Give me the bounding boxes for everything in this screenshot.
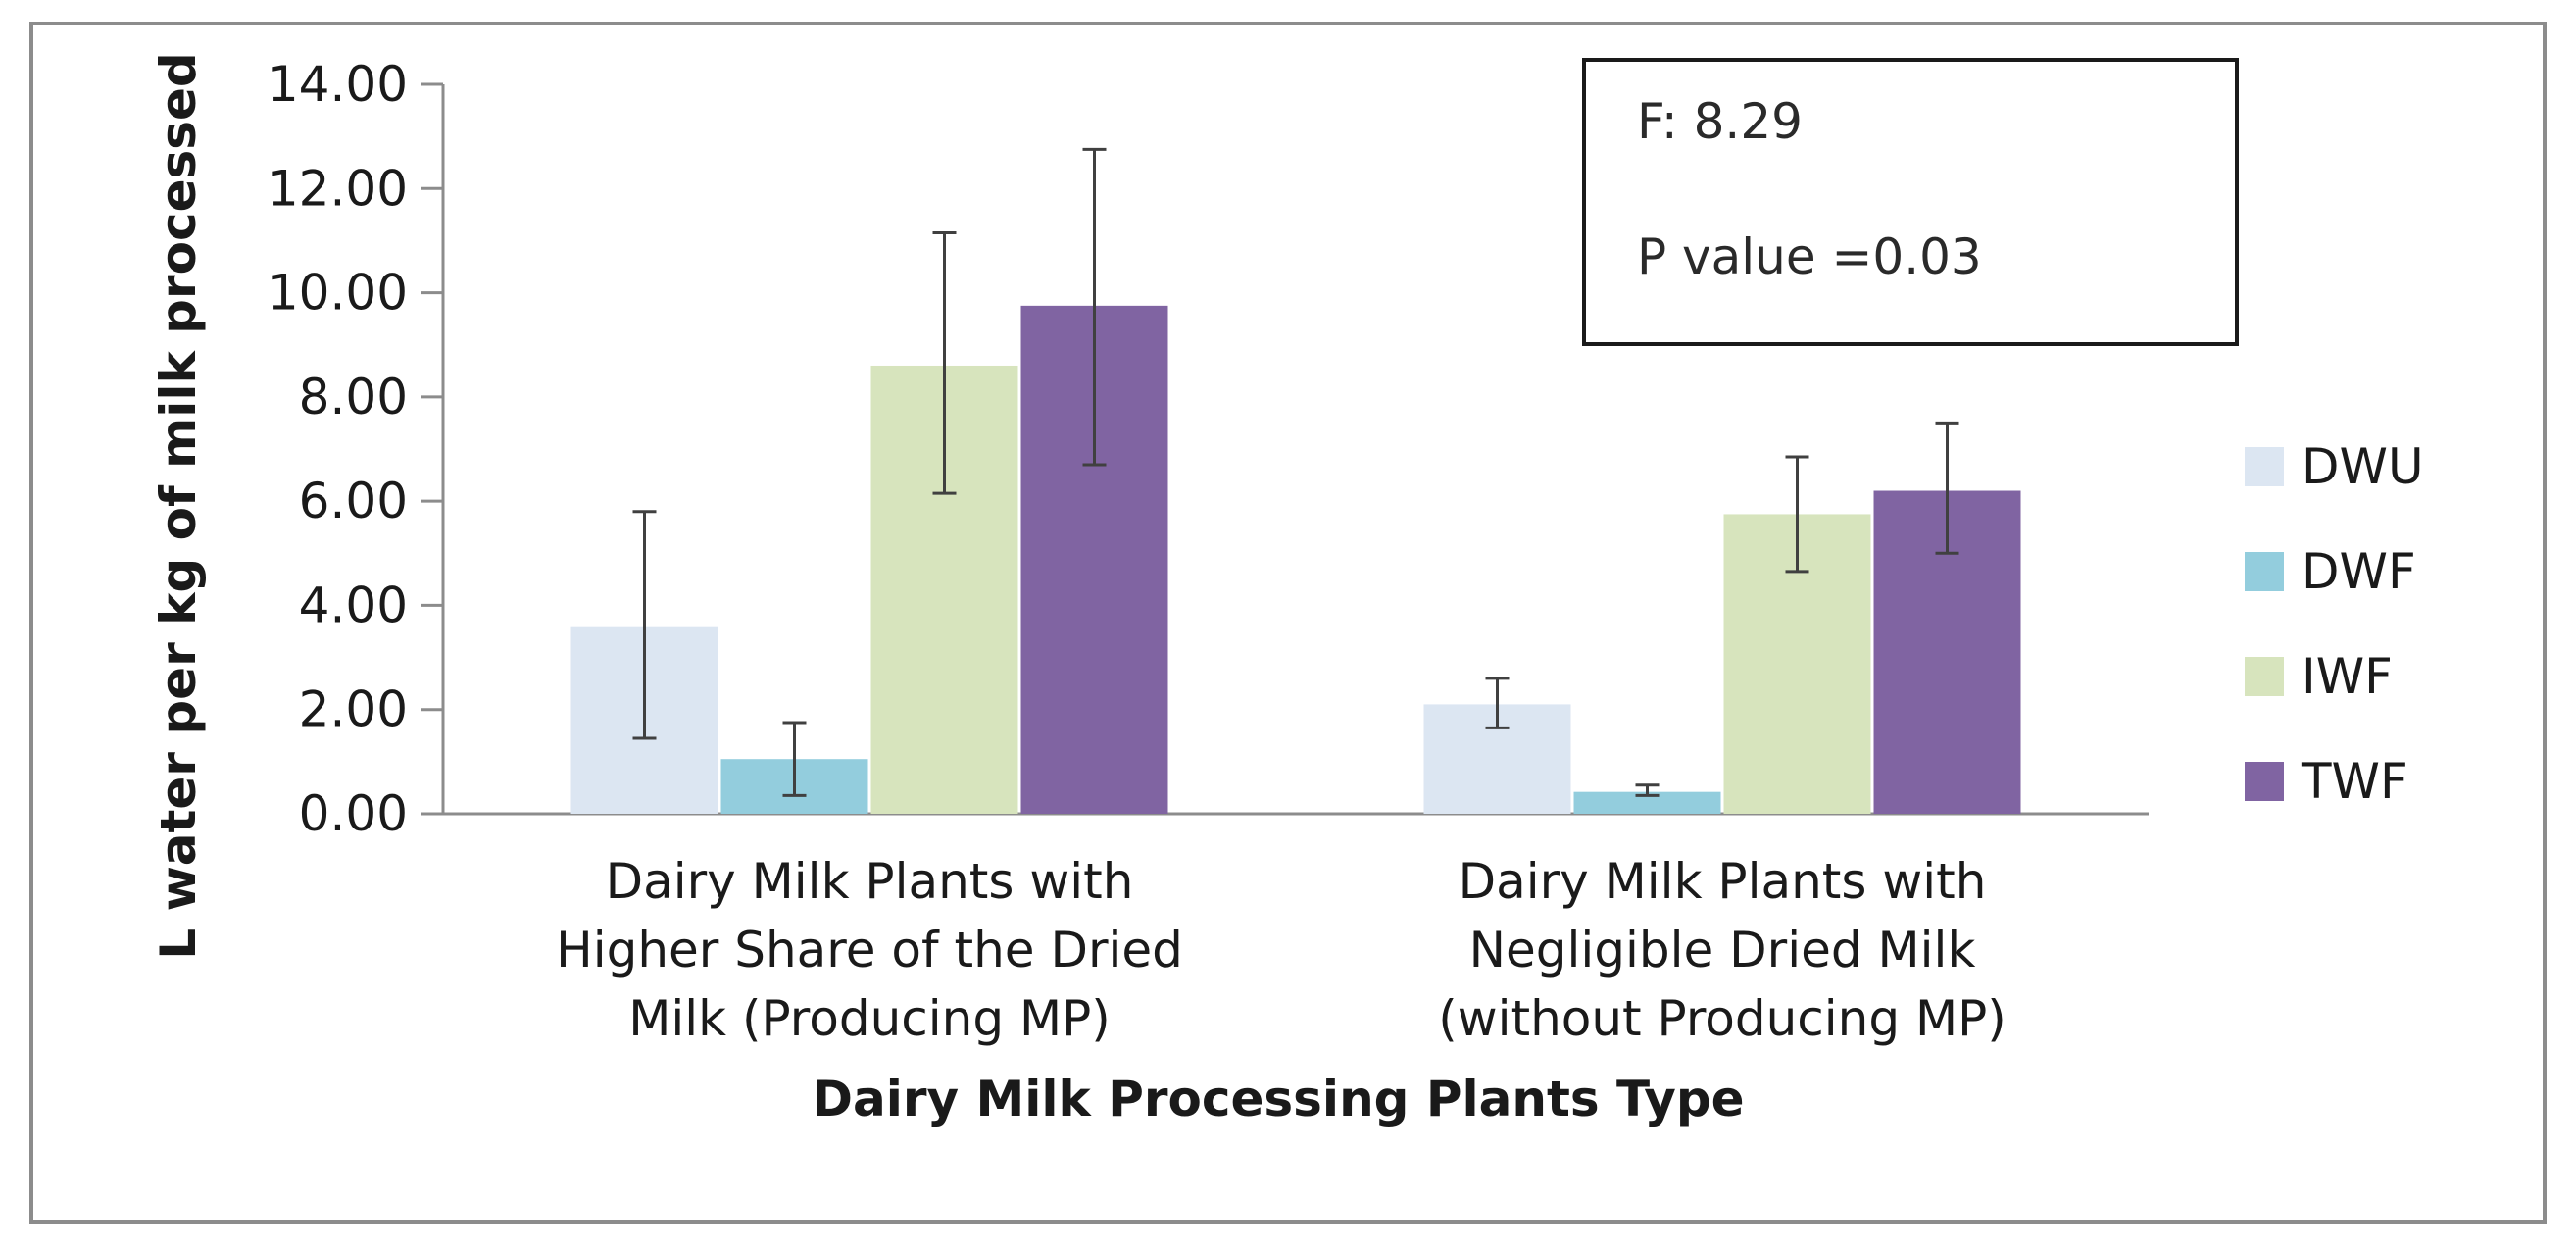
x-category-label-line: (without Producing MP): [1438, 990, 2006, 1047]
x-axis: Dairy Milk Plants with Higher Share of th…: [443, 812, 2149, 1047]
y-tick-label: 14.00: [268, 56, 408, 113]
legend-swatch-dwu: [2245, 447, 2284, 486]
y-tick-label: 6.00: [299, 473, 408, 529]
legend-label-twf: TWF: [2301, 753, 2408, 810]
legend-swatch-dwf: [2245, 552, 2284, 591]
y-tick-label: 12.00: [268, 160, 408, 217]
x-category-label-line: Negligible Dried Milk: [1469, 922, 1976, 978]
legend-swatch-iwf: [2245, 657, 2284, 696]
x-category-label-line: Milk (Producing MP): [628, 990, 1111, 1047]
chart-frame: 0.00 2.00 4.00 6.00 8.00 10.00 12.00 14.00 Dair…: [29, 22, 2547, 1224]
x-category-label-line: Dairy Milk Plants with: [606, 853, 1134, 910]
y-tick-label: 8.00: [299, 369, 408, 426]
legend-swatch-twf: [2245, 762, 2284, 801]
x-axis-title: Dairy Milk Processing Plants Type: [812, 1071, 1744, 1128]
legend-label-dwu: DWU: [2302, 438, 2424, 495]
x-category-label-line: Dairy Milk Plants with: [1459, 853, 1987, 910]
y-axis: 0.00 2.00 4.00 6.00 8.00 10.00 12.00 14.00: [268, 56, 445, 842]
x-category-label: Dairy Milk Plants with Negligible Dried M…: [1438, 853, 2006, 1047]
legend: DWU DWF IWF TWF: [2245, 438, 2424, 810]
y-tick-label: 4.00: [299, 577, 408, 633]
y-tick-label: 10.00: [268, 265, 408, 322]
stats-box: F: 8.29 P value =0.03: [1582, 58, 2239, 346]
bar-dwf: [1573, 791, 1721, 814]
error-bars: [632, 147, 1959, 797]
stats-box-border: [1582, 58, 2239, 346]
legend-label-iwf: IWF: [2302, 648, 2393, 705]
x-category-label-line: Higher Share of the Dried: [556, 922, 1183, 978]
y-tick-label: 0.00: [299, 785, 408, 842]
y-axis-title: L water per kg of milk processed: [150, 52, 207, 959]
chart-svg: 0.00 2.00 4.00 6.00 8.00 10.00 12.00 14.00 Dair…: [150, 52, 2424, 1128]
p-value: P value =0.03: [1637, 228, 1982, 285]
y-tick-label: 2.00: [299, 681, 408, 738]
x-category-label: Dairy Milk Plants with Higher Share of th…: [556, 853, 1183, 1047]
bars: [570, 305, 2021, 814]
f-statistic: F: 8.29: [1637, 93, 1803, 150]
legend-label-dwf: DWF: [2302, 543, 2416, 600]
